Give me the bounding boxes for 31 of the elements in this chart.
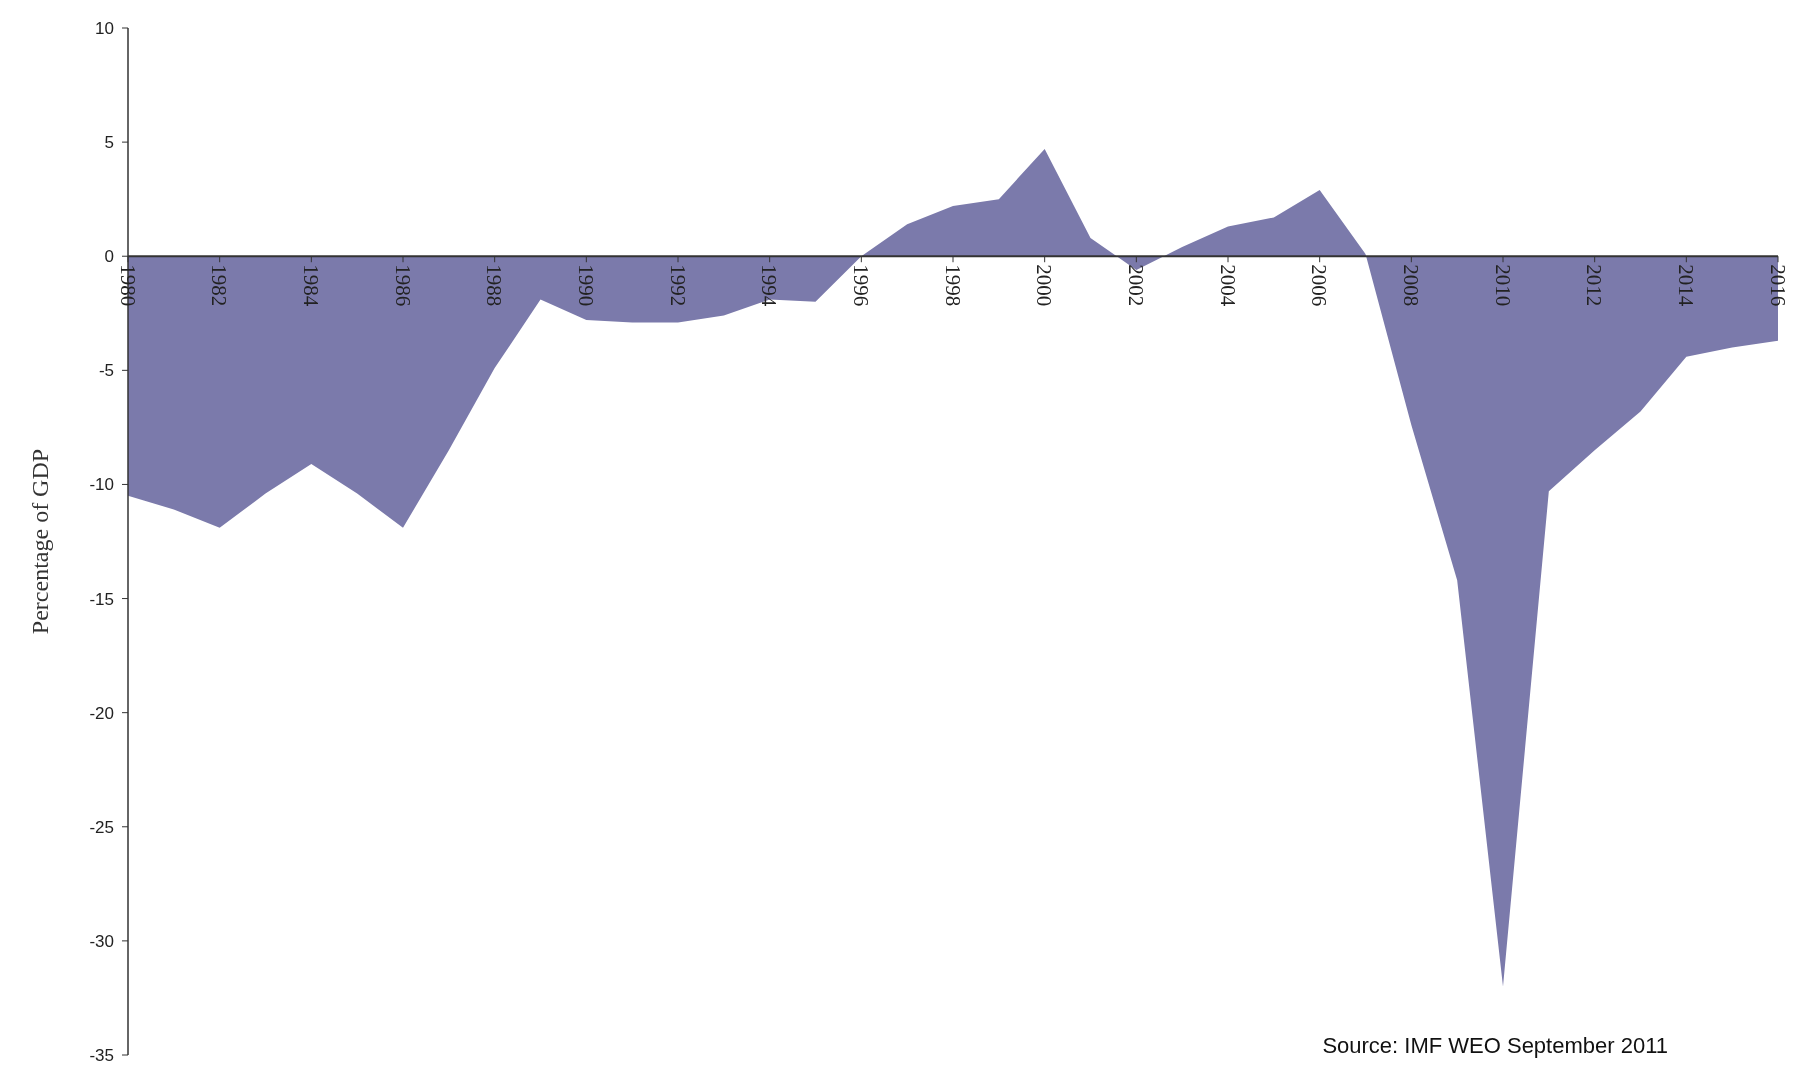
y-axis-title: Percentage of GDP bbox=[27, 448, 53, 635]
y-tick-label: -10 bbox=[89, 475, 114, 495]
x-tick-label: 1996 bbox=[848, 264, 873, 307]
annotation: Source: IMF WEO September 2011 bbox=[1322, 1033, 1668, 1058]
y-tick-label: -25 bbox=[89, 817, 114, 837]
x-tick-label: 2000 bbox=[1032, 264, 1057, 307]
y-tick-label: 0 bbox=[104, 247, 114, 267]
y-tick-label: -35 bbox=[89, 1045, 114, 1065]
x-tick-label: 2012 bbox=[1582, 264, 1607, 307]
x-tick-label: 1994 bbox=[757, 264, 782, 307]
x-tick-label: 1984 bbox=[298, 264, 323, 307]
x-tick-label: 2002 bbox=[1123, 264, 1148, 307]
y-tick-label: -30 bbox=[89, 931, 114, 951]
x-tick-label: 2014 bbox=[1673, 264, 1698, 307]
x-tick-label: 2016 bbox=[1765, 264, 1790, 307]
x-tick-label: 2004 bbox=[1215, 264, 1240, 307]
x-tick-label: 1992 bbox=[665, 264, 690, 307]
x-tick-label: 1990 bbox=[573, 264, 598, 307]
y-tick-label: 10 bbox=[95, 18, 114, 38]
x-tick-label: 2010 bbox=[1490, 264, 1515, 307]
x-tick-label: 1986 bbox=[390, 264, 415, 307]
x-tick-label: 1982 bbox=[207, 264, 232, 307]
y-tick-label: -20 bbox=[89, 703, 114, 723]
x-tick-label: 2008 bbox=[1398, 264, 1423, 307]
x-tick-label: 1988 bbox=[482, 264, 507, 307]
y-tick-label: -15 bbox=[89, 589, 114, 609]
y-tick-label: 5 bbox=[104, 133, 114, 153]
y-tick-label: -5 bbox=[98, 361, 114, 381]
x-tick-label: 2006 bbox=[1307, 264, 1332, 307]
x-tick-label: 1998 bbox=[940, 264, 965, 307]
x-tick-label: 1980 bbox=[115, 264, 140, 307]
